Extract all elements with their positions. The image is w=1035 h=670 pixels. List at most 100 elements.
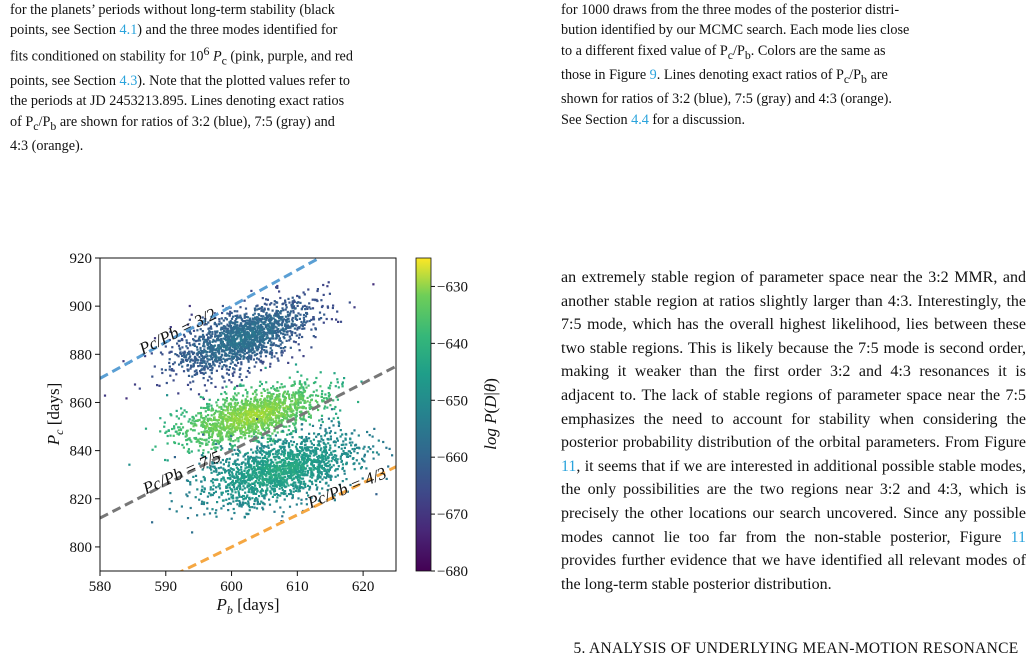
scatter-point <box>278 420 281 423</box>
scatter-point <box>316 289 319 293</box>
scatter-point <box>206 417 209 420</box>
scatter-point <box>267 452 270 455</box>
scatter-point <box>177 417 180 420</box>
scatter-point <box>192 329 196 332</box>
scatter-point <box>201 316 204 319</box>
scatter-point <box>240 340 243 343</box>
scatter-point <box>246 316 250 319</box>
scatter-point <box>305 503 308 506</box>
scatter-point <box>282 320 285 323</box>
scatter-point <box>304 455 307 458</box>
scatter-point <box>326 406 329 409</box>
scatter-point <box>277 456 280 459</box>
scatter-point <box>213 355 216 358</box>
scatter-point <box>375 493 378 496</box>
scatter-point <box>334 475 337 478</box>
scatter-point <box>245 495 248 498</box>
scatter-point <box>299 387 302 390</box>
scatter-point <box>205 333 208 336</box>
scatter-point <box>252 358 255 361</box>
scatter-point <box>279 343 282 346</box>
scatter-point <box>181 365 184 368</box>
scatter-point <box>166 434 169 438</box>
scatter-point <box>220 439 223 442</box>
scatter-point <box>305 498 308 501</box>
scatter-point <box>244 415 247 419</box>
scatter-point <box>341 480 344 483</box>
scatter-point <box>204 425 207 428</box>
scatter-point <box>257 307 260 310</box>
scatter-point <box>212 488 215 491</box>
scatter-point <box>240 348 243 351</box>
scatter-point <box>301 471 304 474</box>
scatter-point <box>175 510 178 513</box>
caption-text: /P <box>733 42 745 59</box>
scatter-point <box>210 344 213 347</box>
scatter-point <box>292 299 296 302</box>
scatter-point <box>328 395 331 398</box>
scatter-point <box>248 463 251 466</box>
scatter-point <box>231 350 234 353</box>
scatter-point <box>263 419 266 422</box>
scatter-point <box>304 381 307 384</box>
scatter-point <box>217 442 220 445</box>
scatter-point <box>264 351 267 354</box>
scatter-point <box>222 477 225 480</box>
scatter-point <box>263 460 266 463</box>
section-link[interactable]: 4.4 <box>631 111 649 128</box>
ratio-line <box>100 258 323 380</box>
scatter-point <box>236 480 239 483</box>
scatter-point <box>208 398 211 401</box>
scatter-point <box>233 402 236 405</box>
scatter-point <box>195 357 198 360</box>
scatter-point <box>253 460 256 464</box>
scatter-point <box>216 404 219 407</box>
scatter-point <box>292 422 295 425</box>
scatter-point <box>356 452 359 455</box>
scatter-point <box>318 471 321 474</box>
scatter-point <box>230 311 233 315</box>
scatter-point <box>225 470 228 473</box>
scatter-point <box>246 412 249 415</box>
scatter-point <box>203 368 206 371</box>
scatter-point <box>294 341 297 344</box>
scatter-point <box>281 322 284 325</box>
scatter-point <box>286 413 289 416</box>
figure-link[interactable]: 11 <box>1010 528 1026 546</box>
scatter-point <box>312 438 315 441</box>
scatter-point <box>227 337 230 340</box>
scatter-point <box>231 481 234 484</box>
scatter-point <box>327 281 330 284</box>
scatter-point <box>197 359 200 362</box>
scatter-point <box>229 413 232 416</box>
scatter-point <box>283 480 286 483</box>
section-link[interactable]: 4.1 <box>119 22 138 39</box>
scatter-point <box>222 504 225 507</box>
section-link[interactable]: 4.3 <box>119 72 138 89</box>
scatter-point <box>247 360 250 363</box>
figure-link[interactable]: 9 <box>649 67 657 84</box>
scatter-point <box>265 337 268 340</box>
scatter-point <box>293 424 296 427</box>
scatter-point <box>254 339 257 342</box>
scatter-point <box>244 482 247 485</box>
scatter-point <box>326 475 329 478</box>
figure-link[interactable]: 11 <box>561 457 577 475</box>
scatter-point <box>237 361 240 364</box>
scatter-point <box>203 365 206 368</box>
scatter-point <box>259 467 262 470</box>
scatter-point <box>294 414 297 417</box>
scatter-point <box>222 327 225 330</box>
scatter-point <box>234 321 237 324</box>
scatter-point <box>248 371 251 374</box>
scatter-point <box>319 440 322 443</box>
scatter-point <box>265 313 268 316</box>
scatter-point <box>174 353 177 356</box>
scatter-point <box>274 481 277 484</box>
y-tick-label: 820 <box>70 492 93 508</box>
scatter-point <box>221 437 224 440</box>
scatter-point <box>232 397 236 400</box>
scatter-point <box>259 474 262 477</box>
scatter-point <box>311 394 314 397</box>
scatter-point <box>259 477 262 480</box>
